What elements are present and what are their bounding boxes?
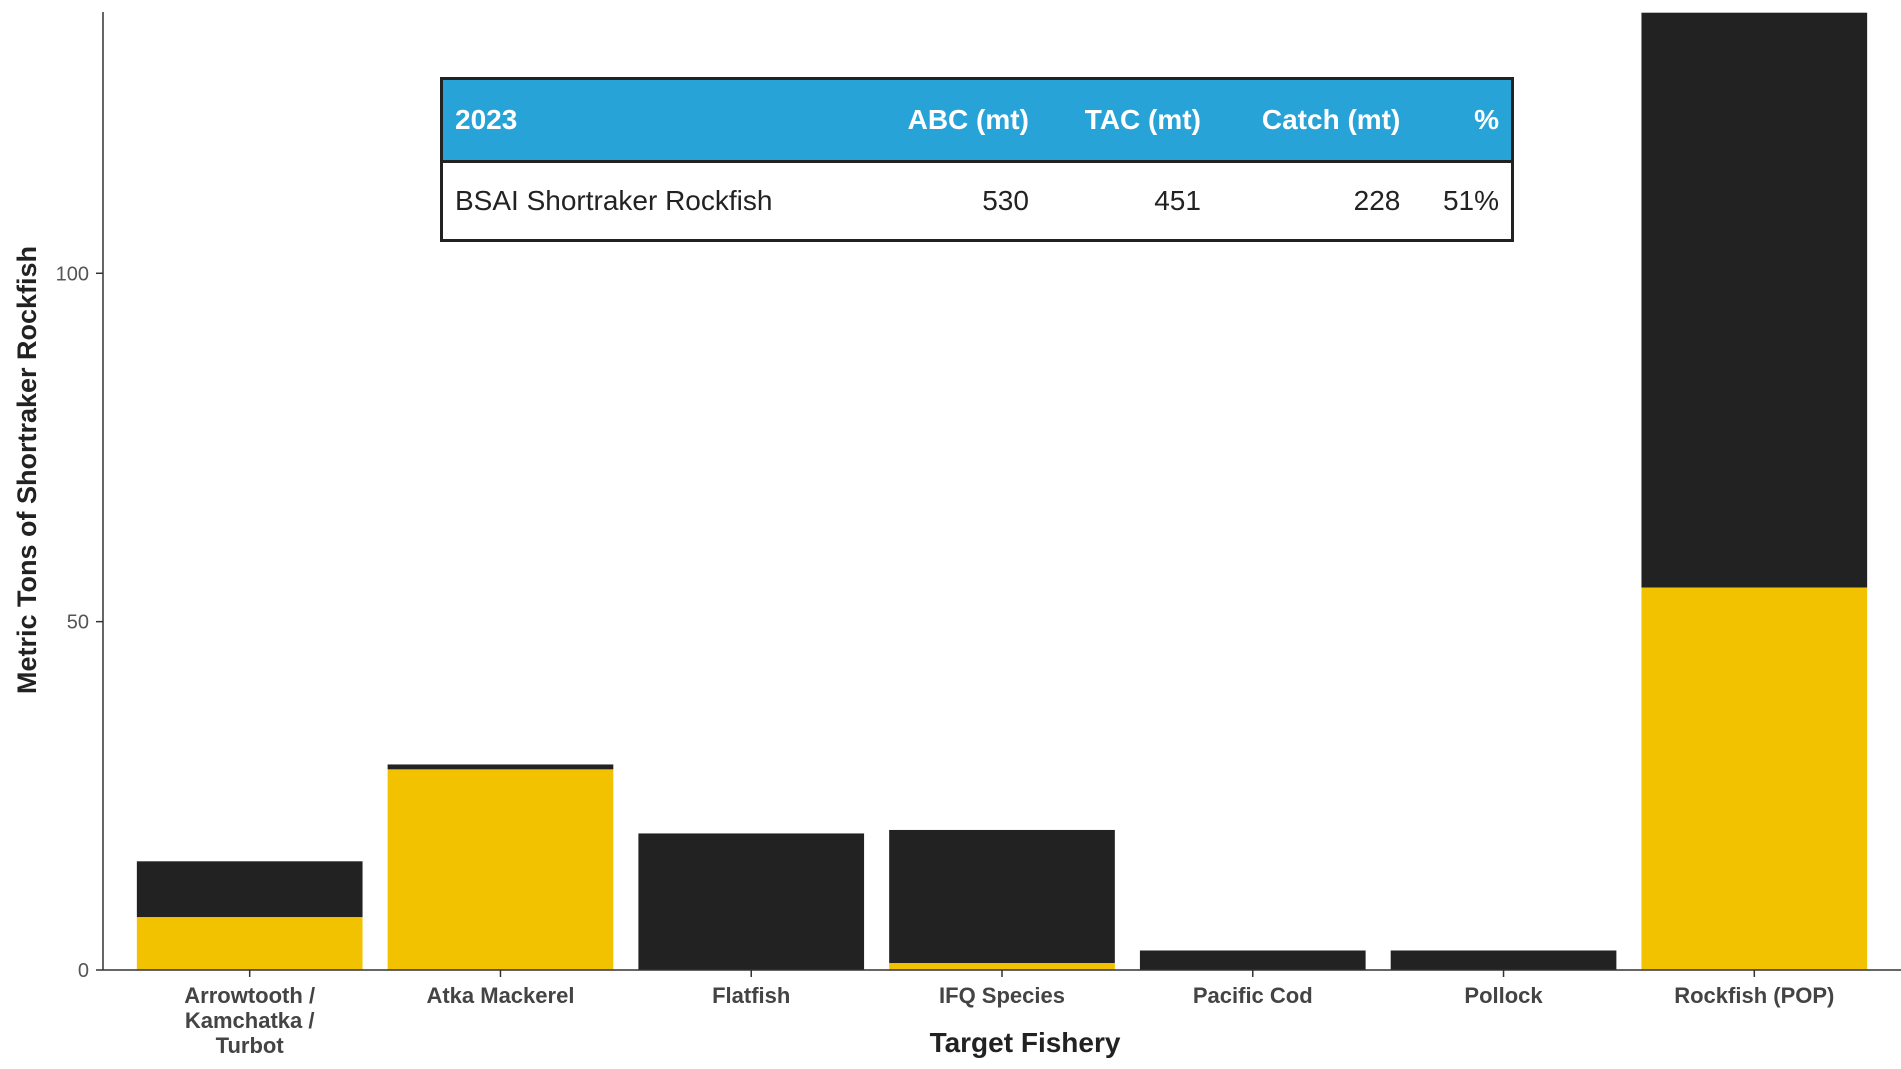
bar-segment — [1641, 12, 1868, 588]
y-tick-label: 100 — [56, 263, 89, 285]
x-tick-label: Flatfish — [712, 983, 791, 1008]
cell: 530 — [982, 185, 1029, 216]
bar-segment — [1641, 587, 1868, 970]
y-tick-label: 50 — [67, 612, 89, 634]
y-axis-title: Metric Tons of Shortraker Rockfish — [12, 246, 42, 694]
header-cell: ABC (mt) — [862, 78, 1041, 163]
bar-segment — [387, 769, 614, 970]
bar-segment — [889, 829, 1115, 964]
bar-segment — [136, 917, 363, 970]
x-tick-label: Rockfish (POP) — [1674, 983, 1835, 1008]
summary-table: 2023 ABC (mt) TAC (mt) Catch (mt) % BSAI… — [440, 77, 1514, 242]
table-row: BSAI Shortraker Rockfish 530 451 228 51% — [442, 162, 1513, 241]
x-tick-label: IFQ Species — [939, 983, 1065, 1008]
bar-segment — [638, 833, 865, 970]
y-tick-label: 0 — [78, 960, 89, 982]
cell: 228 — [1353, 185, 1401, 216]
x-tick-label: Atka Mackerel — [426, 983, 575, 1008]
x-tick-label: Arrowtooth / Kamchatka / Turbot — [184, 983, 316, 1058]
x-tick-label: Pollock — [1464, 983, 1543, 1008]
bar-segment — [136, 861, 363, 918]
bar-segment — [387, 764, 614, 770]
header-cell: 2023 — [441, 78, 863, 163]
cell: BSAI Shortraker Rockfish — [455, 185, 773, 216]
x-tick-label: Pacific Cod — [1192, 983, 1313, 1008]
bar-segment — [1139, 950, 1366, 970]
cell: 51% — [1442, 185, 1499, 216]
cell: 451 — [1154, 185, 1201, 216]
bar-segment — [889, 963, 1115, 970]
header-cell: TAC (mt) — [1040, 78, 1213, 163]
bar-segment — [1390, 950, 1617, 970]
x-axis-title: Target Fishery — [930, 1027, 1121, 1058]
header-cell: % — [1412, 78, 1513, 163]
table-header: 2023 ABC (mt) TAC (mt) Catch (mt) % — [441, 78, 1513, 163]
header-cell: Catch (mt) — [1212, 78, 1413, 163]
